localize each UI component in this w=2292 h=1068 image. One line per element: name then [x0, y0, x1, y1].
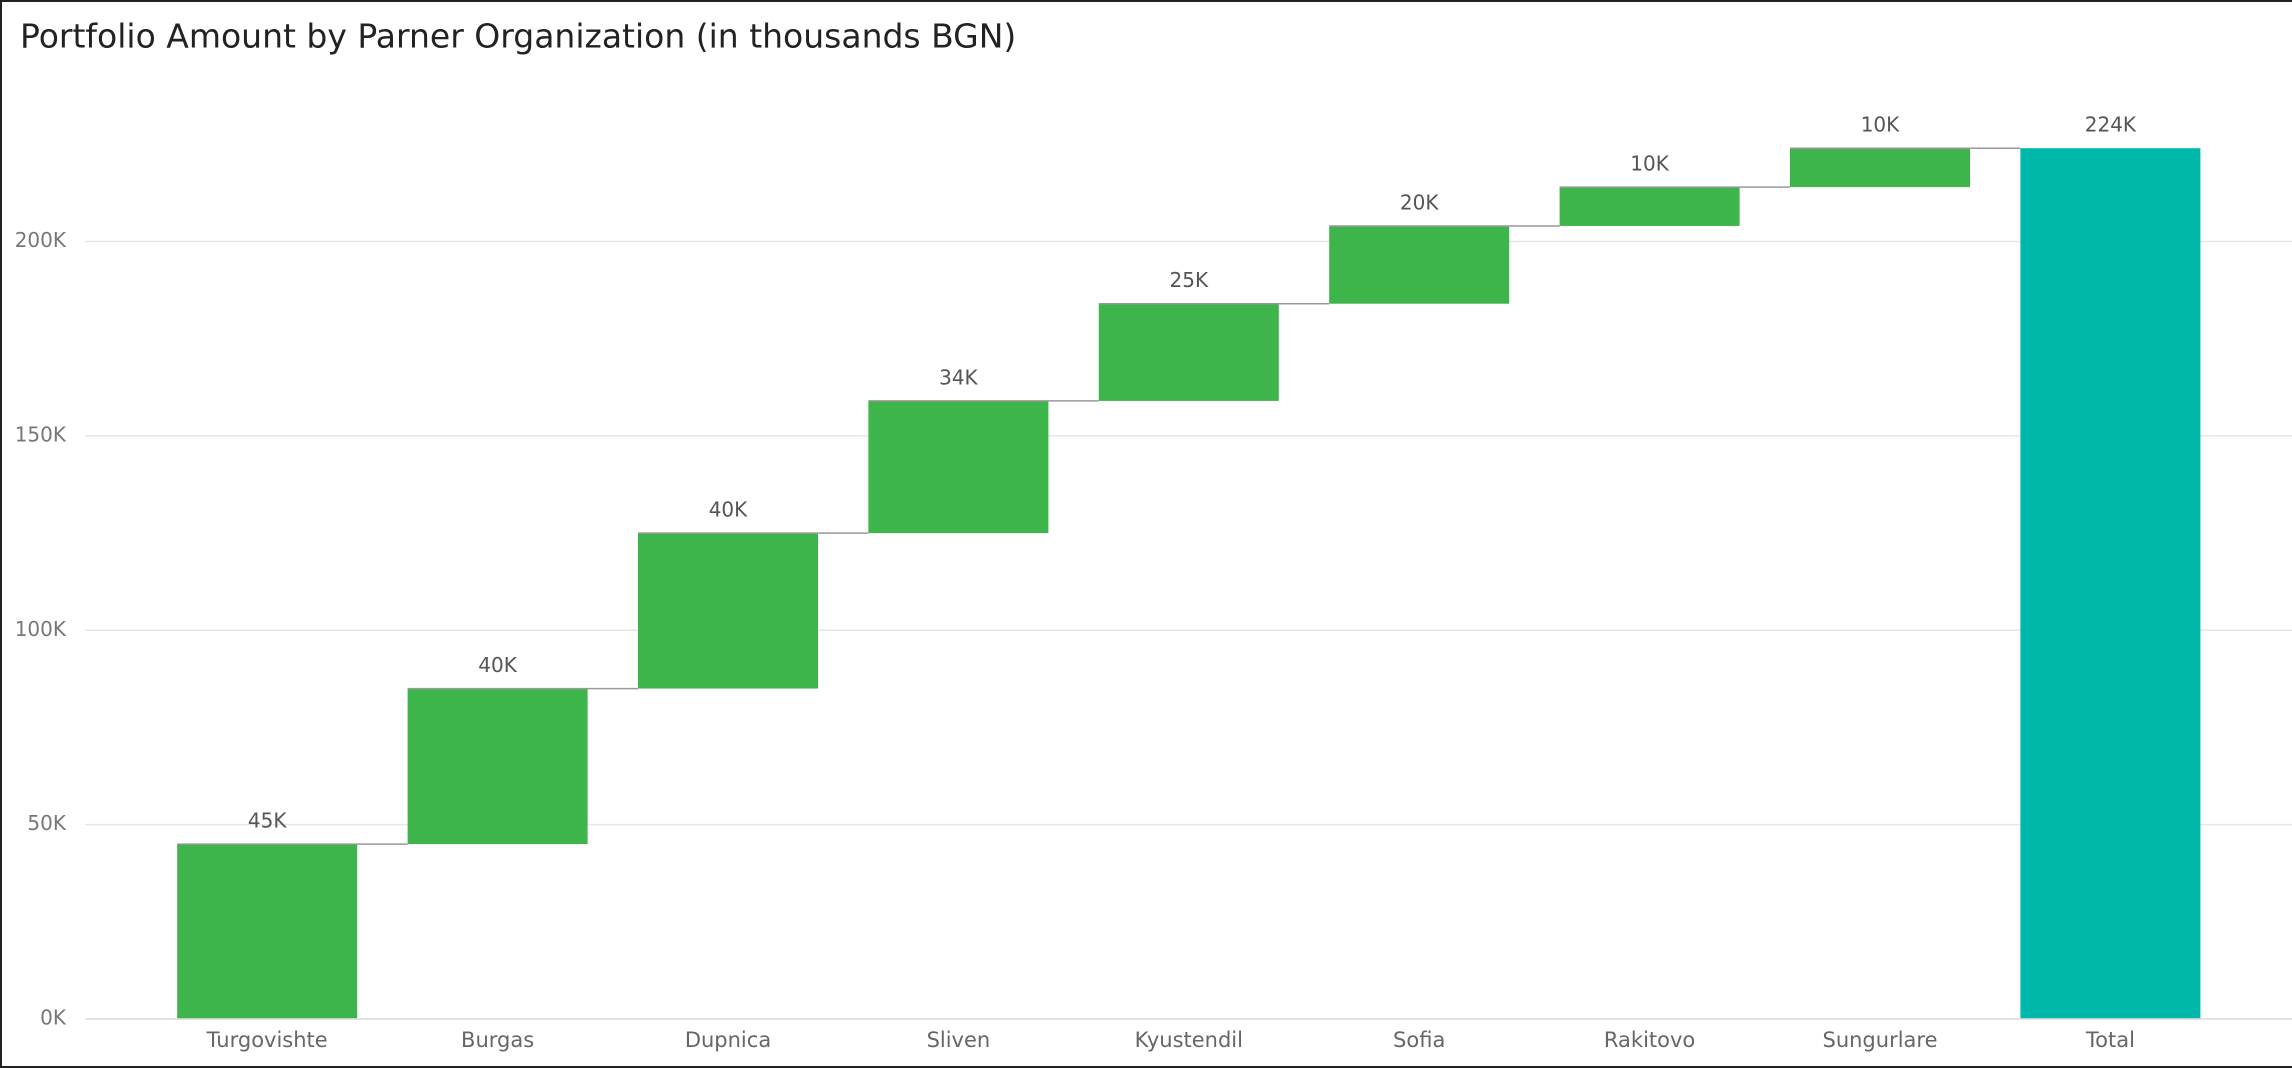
- bar: [177, 844, 358, 1019]
- x-tick-label: Sliven: [927, 1028, 991, 1052]
- bar: [868, 400, 1049, 534]
- bar: [1790, 148, 1970, 188]
- data-label: 20K: [1400, 190, 1439, 214]
- bar: [638, 533, 818, 689]
- bar: [407, 688, 588, 845]
- bar: [1329, 225, 1510, 304]
- x-tick-label: Kyustendil: [1135, 1028, 1243, 1052]
- data-label: 40K: [478, 653, 517, 677]
- bar: [1098, 303, 1279, 401]
- x-tick-label: Dupnica: [685, 1028, 771, 1052]
- chart-title: Portfolio Amount by Parner Organization …: [20, 17, 1016, 56]
- data-label: 40K: [709, 498, 748, 522]
- data-label: 34K: [939, 365, 978, 389]
- data-label: 25K: [1170, 268, 1209, 292]
- x-tick-label: Rakitovo: [1604, 1028, 1695, 1052]
- y-tick-label: 150K: [15, 422, 67, 446]
- data-label: 10K: [1630, 152, 1669, 176]
- x-tick-label: Sungurlare: [1822, 1028, 1937, 1052]
- bar: [1559, 187, 1740, 226]
- x-tick-label: Total: [2085, 1028, 2135, 1052]
- x-tick-label: Turgovishte: [206, 1028, 328, 1052]
- y-tick-label: 100K: [15, 617, 67, 641]
- data-label: 224K: [2085, 113, 2137, 137]
- total-bar: [2020, 148, 2201, 1019]
- y-tick-label: 50K: [27, 811, 66, 835]
- x-tick-label: Sofia: [1393, 1028, 1445, 1052]
- data-label: 45K: [248, 809, 287, 833]
- x-tick-label: Burgas: [461, 1028, 534, 1052]
- y-tick-label: 200K: [15, 228, 67, 252]
- y-tick-label: 0K: [40, 1006, 67, 1030]
- data-label: 10K: [1861, 113, 1900, 137]
